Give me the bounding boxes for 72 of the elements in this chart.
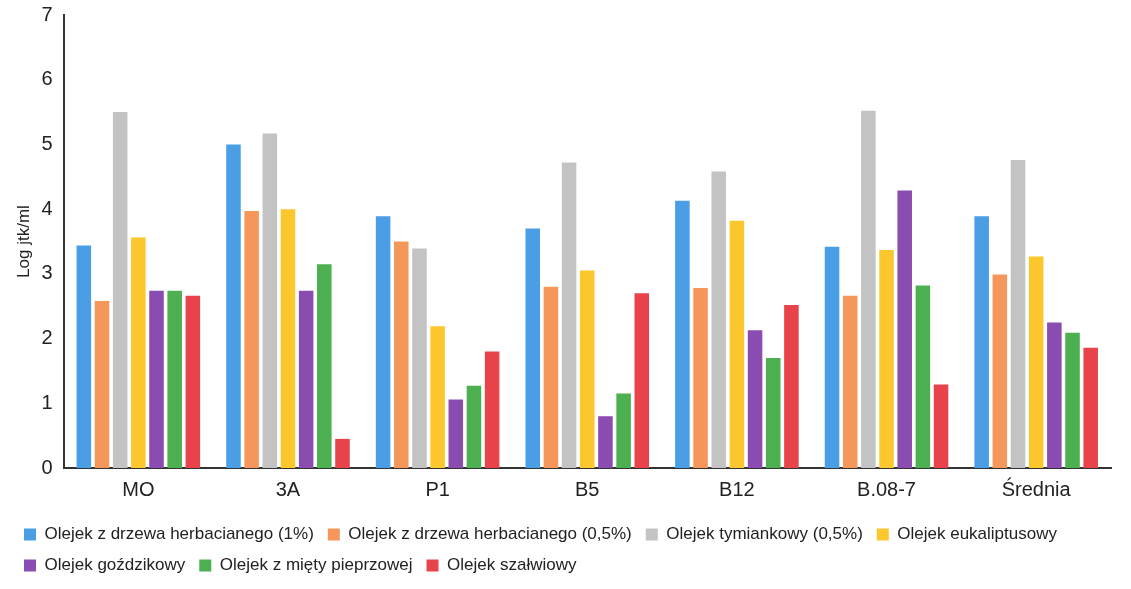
bar bbox=[729, 220, 745, 468]
bar bbox=[76, 245, 92, 468]
bar bbox=[675, 200, 690, 468]
bar bbox=[185, 295, 201, 468]
bar bbox=[1083, 347, 1098, 468]
bar bbox=[765, 357, 781, 468]
bar bbox=[974, 216, 989, 468]
legend-label: Olejek z drzewa herbacianego (1%) bbox=[44, 524, 314, 544]
bar bbox=[525, 228, 541, 468]
bar bbox=[131, 237, 146, 468]
bar bbox=[335, 438, 350, 468]
bar bbox=[933, 384, 949, 468]
bar bbox=[94, 301, 110, 468]
y-tick-label: 4 bbox=[41, 196, 53, 219]
x-tick-label: P1 bbox=[425, 477, 450, 500]
legend-label: Olejek goździkowy bbox=[44, 555, 186, 575]
bar bbox=[226, 144, 241, 468]
x-tick-label: Średnia bbox=[1001, 476, 1072, 500]
bar bbox=[412, 248, 427, 468]
y-tick-label: 2 bbox=[41, 326, 53, 349]
y-tick-label: 0 bbox=[41, 455, 53, 478]
x-tick-label: MO bbox=[122, 477, 155, 500]
bar bbox=[543, 286, 559, 468]
bar bbox=[992, 274, 1008, 468]
bar bbox=[430, 326, 445, 468]
bar bbox=[1065, 332, 1080, 468]
y-axis-title: Log jtk/ml bbox=[13, 205, 33, 278]
bar bbox=[711, 171, 726, 468]
bar bbox=[842, 295, 858, 468]
bar bbox=[466, 385, 482, 468]
bar bbox=[784, 304, 799, 468]
bar bbox=[561, 162, 577, 468]
bar bbox=[1047, 322, 1062, 468]
bar bbox=[375, 216, 391, 468]
legend-label: Olejek tymiankowy (0,5%) bbox=[666, 524, 863, 544]
y-tick-label: 7 bbox=[41, 2, 53, 25]
y-tick-label: 3 bbox=[41, 261, 53, 284]
bar bbox=[317, 264, 332, 468]
x-tick-label: 3A bbox=[275, 477, 301, 500]
x-tick-label: B.08-7 bbox=[857, 477, 917, 500]
legend-label: Olejek szałwiowy bbox=[447, 555, 577, 575]
bar bbox=[448, 399, 464, 468]
bar bbox=[598, 416, 613, 468]
x-tick-label: B12 bbox=[719, 477, 755, 500]
bar bbox=[298, 290, 314, 468]
bar bbox=[1010, 159, 1026, 468]
legend-label: Olejek eukaliptusowy bbox=[897, 524, 1058, 544]
y-tick-label: 5 bbox=[41, 131, 53, 154]
bar bbox=[897, 190, 912, 468]
bar bbox=[915, 285, 931, 468]
bar bbox=[747, 330, 763, 468]
bar bbox=[112, 112, 128, 468]
bar bbox=[484, 351, 500, 468]
x-tick-label: B5 bbox=[575, 477, 600, 500]
bar bbox=[149, 290, 164, 468]
bar bbox=[394, 241, 409, 468]
bar bbox=[861, 110, 876, 468]
legend-label: Olejek z mięty pieprzowej bbox=[219, 555, 413, 575]
legend-label: Olejek z drzewa herbacianego (0,5%) bbox=[348, 524, 632, 544]
bar bbox=[262, 133, 278, 468]
bar bbox=[579, 270, 595, 468]
y-tick-label: 6 bbox=[41, 67, 53, 90]
bar bbox=[634, 293, 650, 468]
bar bbox=[693, 288, 708, 468]
bar bbox=[616, 393, 631, 468]
bar bbox=[879, 249, 894, 468]
y-tick-label: 1 bbox=[41, 390, 53, 413]
bar bbox=[824, 246, 840, 468]
bar bbox=[244, 211, 259, 468]
bar bbox=[167, 290, 182, 468]
bar bbox=[1028, 256, 1044, 468]
bar bbox=[280, 209, 296, 468]
